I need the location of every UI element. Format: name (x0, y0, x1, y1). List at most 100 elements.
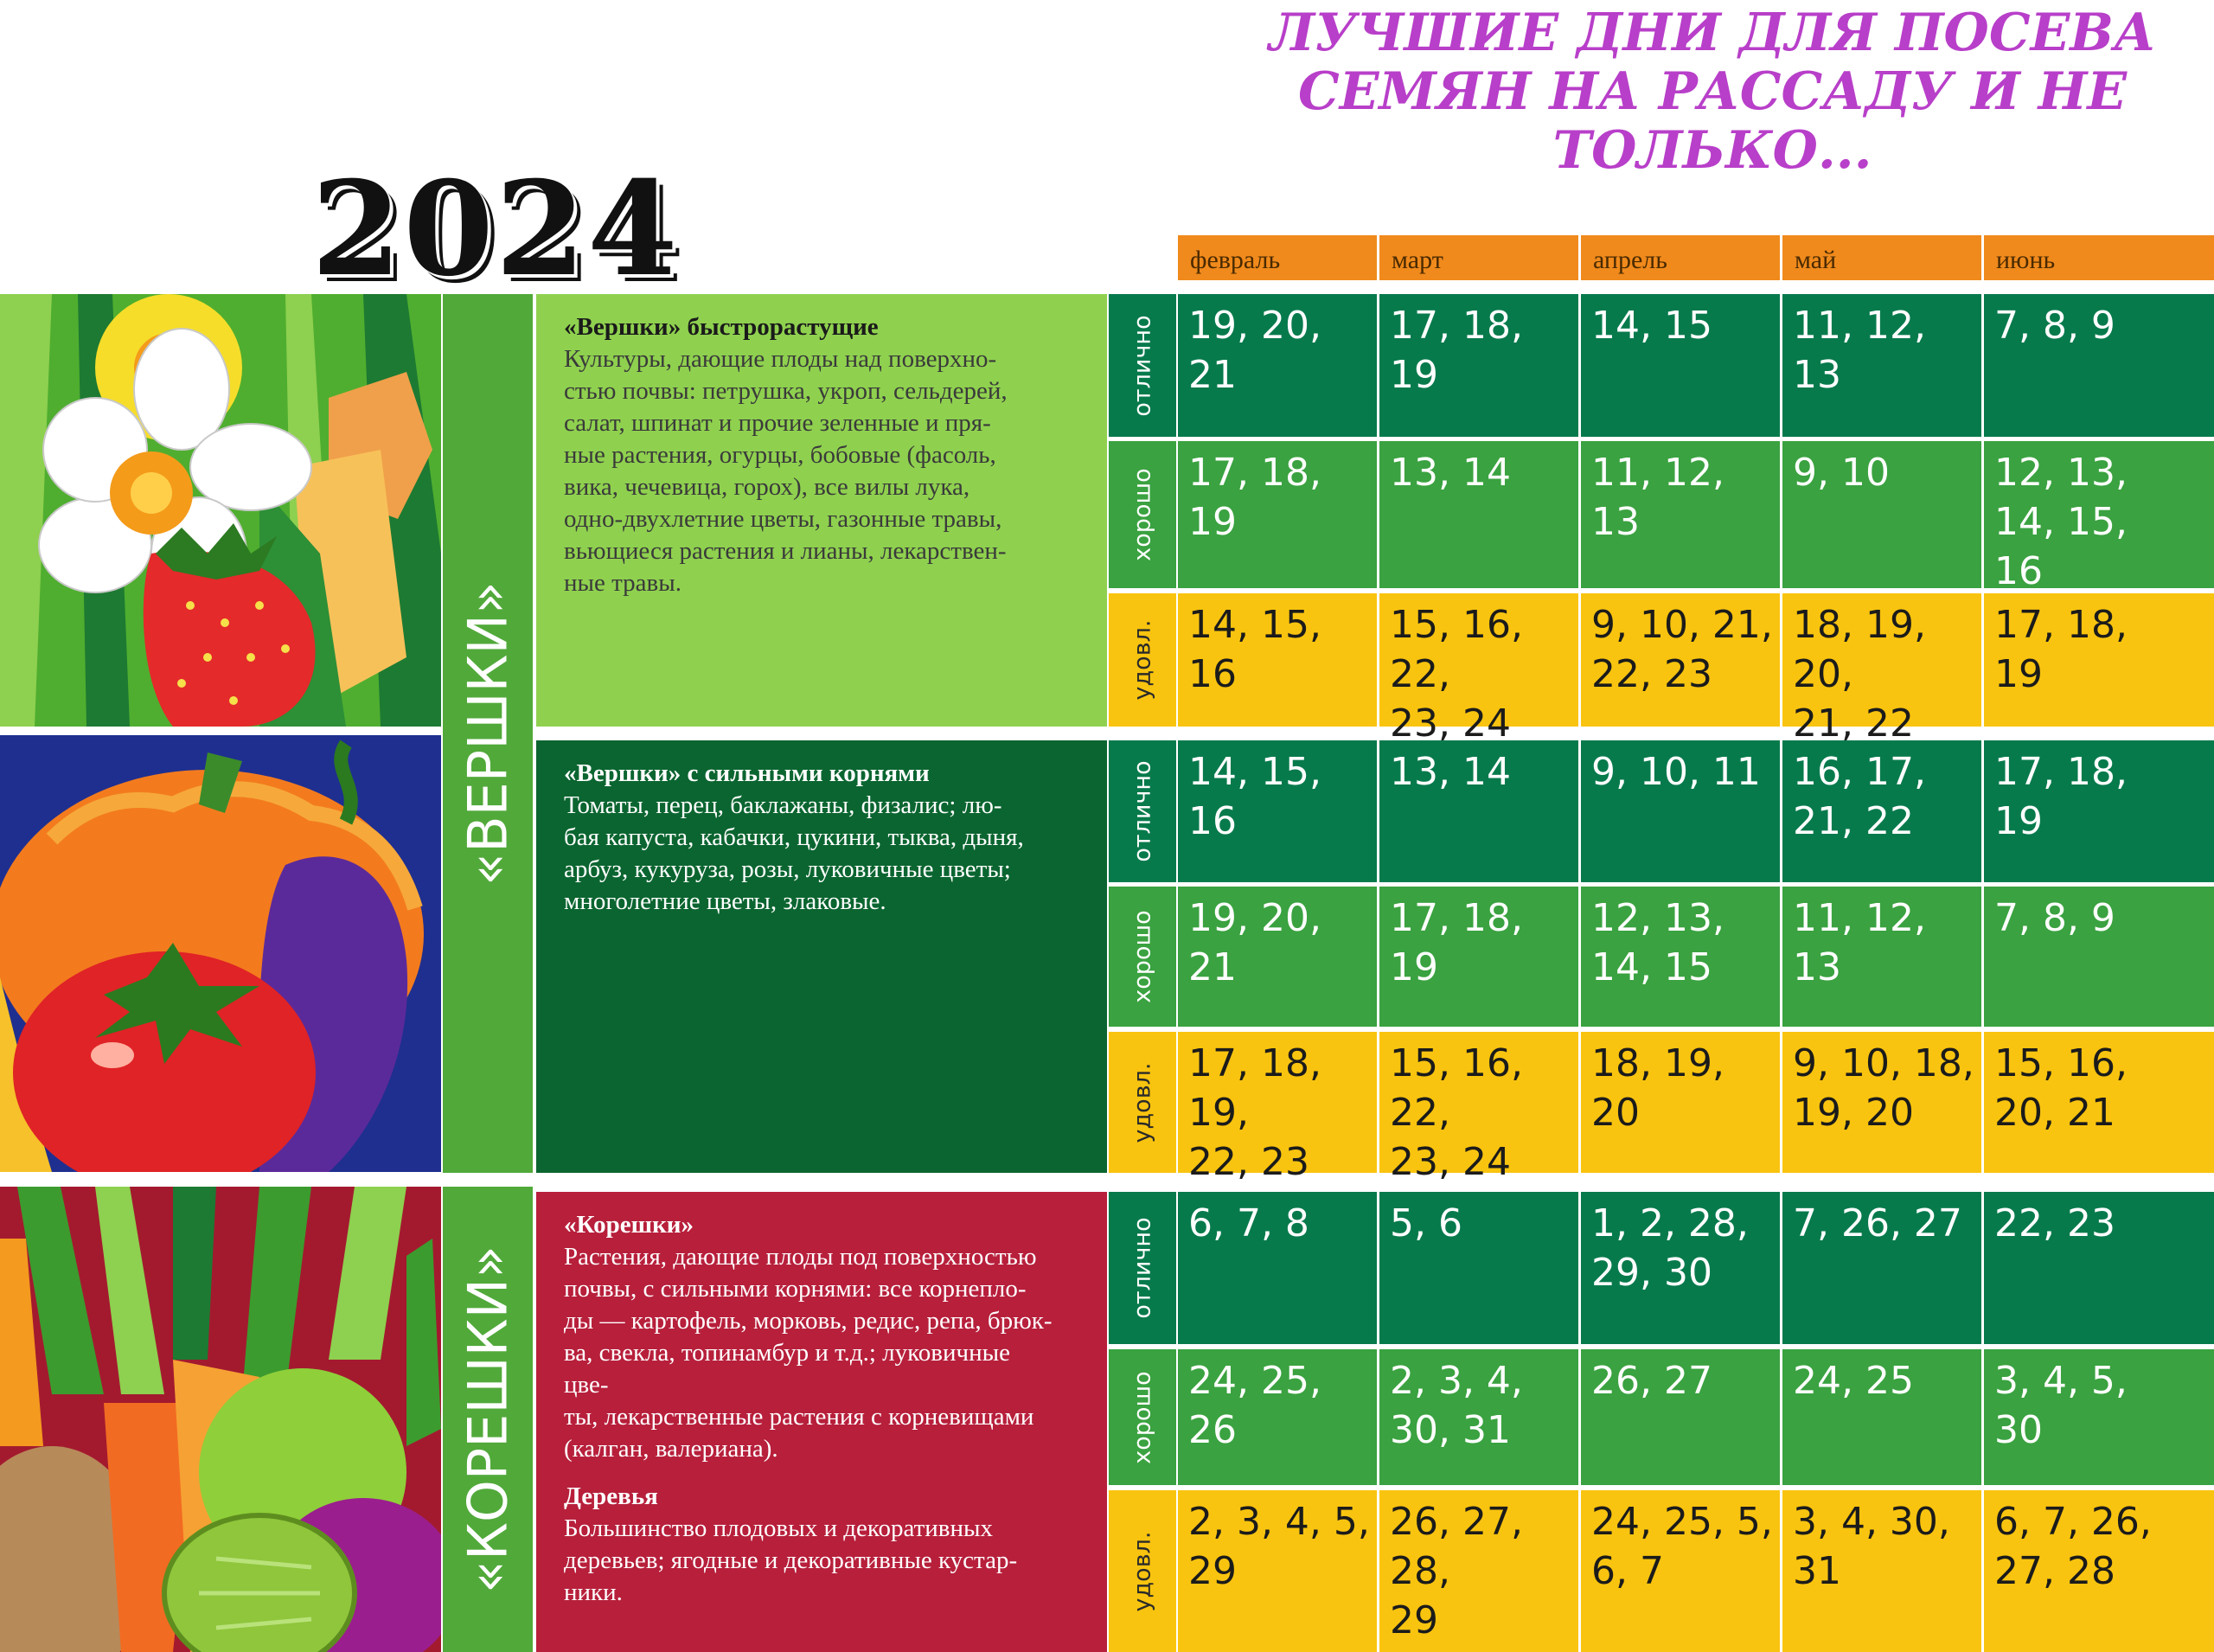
date-cell-good: 2, 3, 4, 30, 31 (1379, 1349, 1578, 1485)
section-2-text-line: арбуз, кукуруза, розы, луковичные цветы; (564, 855, 1011, 883)
date-cell-line: 7, 8, 9 (1994, 896, 2115, 940)
date-cell-line: 7, 26, 27 (1793, 1201, 1962, 1245)
section-1-description: «Вершки» быстрорастущие Культуры, дающие… (536, 294, 1107, 727)
date-cell-excellent: 22, 23 (1984, 1192, 2214, 1344)
date-cell-excellent: 19, 20, 21 (1178, 294, 1377, 437)
date-cell-line: 15, 16, (1994, 1041, 2128, 1085)
date-cell-satisfactory: 9, 10, 18, 19, 20 (1782, 1032, 1981, 1173)
rating-label-excellent: отлично (1109, 1192, 1176, 1344)
section-3-text-line: ты, лекарственные растения с корневищами (564, 1403, 1034, 1431)
rating-label-text: удовл. (1129, 1531, 1156, 1611)
date-cell-line: 31 (1793, 1549, 1841, 1593)
date-cell-line: 17, 18, (1390, 304, 1523, 348)
date-cell-line: 22, 23 (1591, 652, 1712, 696)
group-label-koreshki: «КОРЕШКИ» (456, 1245, 520, 1593)
date-cell-line: 19 (1390, 353, 1438, 397)
title-line-2: СЕМЯН НА РАССАДУ И НЕ (1297, 61, 2128, 122)
group-label-vershki: «ВЕРШКИ» (456, 581, 520, 886)
date-cell-excellent: 14, 15, 16 (1178, 740, 1377, 882)
date-cell-good: 24, 25 (1782, 1349, 1981, 1485)
date-cell-line: 29, 30 (1591, 1251, 1712, 1295)
date-cell-line: 18, 19, 20 (1591, 1041, 1724, 1135)
date-cell-line: 14, 15, 16 (1188, 750, 1321, 843)
date-cell-good: 12, 13, 14, 15 (1581, 887, 1780, 1027)
date-cell-good: 17, 18, 19 (1178, 441, 1377, 588)
date-cell-line: 23, 24 (1390, 701, 1511, 746)
section-1-text-line: вика, чечевица, горох), все вилы лука, (564, 473, 970, 501)
date-cell-excellent: 9, 10, 11 (1581, 740, 1780, 882)
date-cell-line: 13, 14 (1390, 451, 1511, 495)
daffodil-strawberry-art (0, 294, 441, 727)
date-cell-line: 13 (1591, 500, 1640, 544)
section-2-heading: «Вершки» с сильными корнями (564, 759, 930, 787)
section-1-text-line: Культуры, дающие плоды над поверхно- (564, 345, 997, 373)
section-3-text-line: Растения, дающие плоды под поверхностью (564, 1243, 1037, 1271)
month-header-jun: июнь (1984, 235, 2214, 280)
section-2-text-line: многолетние цветы, злаковые. (564, 887, 886, 915)
date-cell-line: 1, 2, 28, (1591, 1201, 1749, 1245)
date-cell-good: 24, 25, 26 (1178, 1349, 1377, 1485)
daffodil-strawberry-illustration (0, 294, 441, 727)
image-separator (0, 1172, 441, 1187)
date-cell-satisfactory: 6, 7, 26, 27, 28 (1984, 1490, 2214, 1652)
date-cell-line: 9, 10 (1793, 451, 1890, 495)
date-cell-excellent: 5, 6 (1379, 1192, 1578, 1344)
rating-label-satisfactory: удовл. (1109, 593, 1176, 727)
year-heading: 2024 (311, 153, 680, 305)
date-cell-line: 24, 25 (1793, 1359, 1914, 1403)
date-cell-line: 17, 18, 19 (1390, 896, 1523, 989)
section-3-text-line: ды — картофель, морковь, редис, репа, бр… (564, 1307, 1053, 1335)
section-1-text-line: одно-двухлетние цветы, газонные травы, (564, 505, 1002, 533)
date-cell-line: 30, 31 (1390, 1408, 1511, 1452)
date-cell-satisfactory: 15, 16, 22, 23, 24 (1379, 593, 1578, 746)
date-cell-line: 19, 20 (1793, 1091, 1914, 1135)
date-cell-line: 19 (1994, 652, 2043, 696)
section-3-text-line: почвы, с сильными корнями: все корнепло- (564, 1275, 1027, 1303)
date-cell-line: 6, 7, 8 (1188, 1201, 1309, 1245)
carrot-apple-potato-art (0, 1187, 441, 1652)
date-cell-line: 21, 22 (1793, 701, 1914, 746)
section-2-text-line: Томаты, перец, баклажаны, физалис; лю- (564, 791, 1002, 819)
date-cell-good: 11, 12, 13 (1782, 887, 1981, 1027)
date-cell-line: 13, 14 (1390, 750, 1511, 794)
paragraph-gap (564, 1465, 1059, 1481)
date-cell-excellent: 1, 2, 28, 29, 30 (1581, 1192, 1780, 1344)
date-cell-satisfactory: 18, 19, 20 (1581, 1032, 1780, 1173)
date-cell-line: 17, 18, (1188, 451, 1321, 495)
rating-label-text: хорошо (1129, 468, 1156, 561)
rating-label-satisfactory: удовл. (1109, 1032, 1176, 1173)
date-cell-line: 21, 22 (1793, 799, 1914, 843)
date-cell-excellent: 17, 18, 19 (1984, 740, 2214, 882)
date-cell-line: 18, 19, 20, (1793, 603, 1926, 696)
date-cell-line: 11, 12, (1793, 304, 1926, 348)
rating-label-good: хорошо (1109, 887, 1176, 1027)
date-cell-line: 6, 7 (1591, 1549, 1664, 1593)
date-cell-line: 19 (1188, 500, 1237, 544)
rating-label-text: удовл. (1129, 619, 1156, 701)
date-cell-line: 17, 18, 19, (1188, 1041, 1321, 1135)
section-1-text-line: вьющиеся растения и лианы, лекарствен- (564, 537, 1007, 565)
group-band-vershki: «ВЕРШКИ» (443, 294, 533, 1173)
date-cell-line: 9, 10, 11 (1591, 750, 1761, 794)
section-3-heading-2: Деревья (564, 1482, 658, 1510)
month-header-apr: апрель (1581, 235, 1780, 280)
date-cell-satisfactory: 15, 16, 22, 23, 24 (1379, 1032, 1578, 1184)
month-header-mar: март (1379, 235, 1578, 280)
section-3-heading: «Корешки» (564, 1211, 694, 1239)
date-cell-line: 21 (1188, 353, 1237, 397)
date-cell-satisfactory: 26, 27, 28, 29 (1379, 1490, 1578, 1652)
date-cell-satisfactory: 14, 15, 16 (1178, 593, 1377, 727)
date-cell-line: 17, 18, (1994, 603, 2128, 647)
section-1-text-line: стью почвы: петрушка, укроп, сельдерей, (564, 377, 1008, 405)
date-cell-satisfactory: 18, 19, 20, 21, 22 (1782, 593, 1981, 746)
date-cell-line: 16, 17, (1793, 750, 1926, 794)
date-cell-excellent: 7, 26, 27 (1782, 1192, 1981, 1344)
date-cell-line: 29 (1188, 1549, 1237, 1593)
date-cell-line: 15, 16, 22, (1390, 1041, 1523, 1135)
date-cell-line: 13 (1793, 353, 1841, 397)
month-header-may: май (1782, 235, 1981, 280)
section-1-text-line: ные травы. (564, 569, 681, 597)
date-cell-line: 7, 8, 9 (1994, 304, 2115, 348)
pumpkin-tomato-eggplant-art (0, 735, 441, 1172)
date-cell-line: 3, 4, 30, (1793, 1500, 1950, 1544)
